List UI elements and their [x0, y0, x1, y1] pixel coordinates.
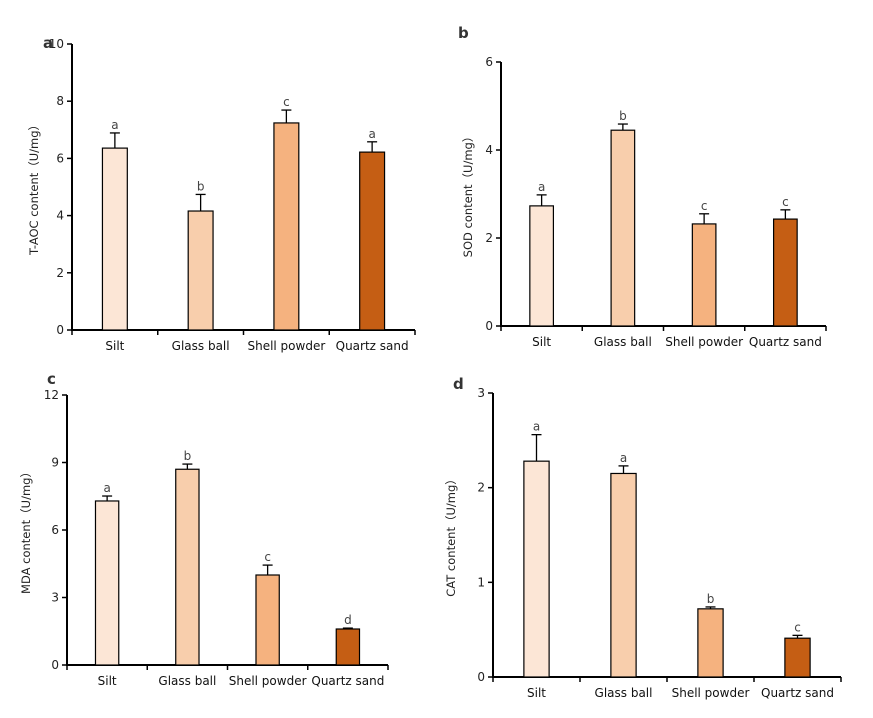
y-axis-title: SOD content（U/mg） [461, 131, 475, 258]
significance-label: a [368, 127, 375, 141]
y-tick-label: 0 [56, 323, 64, 337]
panel-d: 0 1 2 3 CAT content（U/mg） a Silt a Glass ball b Sh… [444, 375, 842, 700]
y-tick-label: 2 [485, 231, 493, 245]
bar-shell-powder [691, 223, 717, 327]
y-tick-label: 2 [477, 481, 485, 495]
x-tick-label: Silt [105, 339, 124, 353]
bar-shell-powder [273, 122, 300, 331]
y-tick-label: 4 [485, 143, 493, 157]
significance-label: d [344, 613, 352, 627]
y-tick-label: 6 [56, 151, 64, 165]
panel-a: 0 2 4 6 8 10 T-AOC content（U/mg） a Silt b Glass ba… [27, 34, 416, 353]
panel-label: b [458, 24, 469, 42]
significance-label: c [782, 195, 789, 209]
y-tick-label: 12 [44, 388, 59, 402]
significance-label: a [538, 180, 545, 194]
panel-label: a [43, 34, 53, 52]
significance-label: a [620, 451, 627, 465]
x-tick-label: Glass ball [594, 335, 652, 349]
significance-label: c [264, 550, 271, 564]
x-tick-label: Shell powder [247, 339, 325, 353]
x-tick-label: Glass ball [172, 339, 230, 353]
panel-b: 0 2 4 6 SOD content（U/mg） a Silt b Glass ball c Sh… [458, 24, 827, 349]
panel-label: d [453, 375, 464, 393]
bar-quartz-sand [335, 628, 361, 666]
y-tick-label: 8 [56, 94, 64, 108]
bar-glass-ball [175, 468, 200, 666]
bar-silt [523, 460, 550, 678]
significance-label: c [701, 199, 708, 213]
x-tick-label: Silt [527, 686, 546, 700]
bar-silt [101, 147, 128, 331]
bar-silt [529, 205, 555, 327]
x-tick-label: Shell powder [672, 686, 750, 700]
x-tick-label: Quartz sand [761, 686, 834, 700]
significance-label: b [184, 449, 192, 463]
y-tick-label: 0 [51, 658, 59, 672]
x-tick-label: Quartz sand [749, 335, 822, 349]
bar-glass-ball [187, 210, 214, 331]
y-tick-label: 3 [477, 386, 485, 400]
y-tick-label: 10 [49, 37, 64, 51]
x-tick-label: Glass ball [158, 674, 216, 688]
x-tick-label: Shell powder [665, 335, 743, 349]
bar-shell-powder [255, 574, 280, 666]
bar-quartz-sand [359, 151, 386, 331]
y-tick-label: 6 [485, 55, 493, 69]
x-tick-label: Silt [532, 335, 551, 349]
y-tick-label: 0 [477, 670, 485, 684]
significance-label: a [103, 481, 110, 495]
significance-label: b [707, 592, 715, 606]
y-tick-label: 0 [485, 319, 493, 333]
significance-label: a [111, 118, 118, 132]
y-tick-label: 2 [56, 266, 64, 280]
bar-glass-ball [610, 129, 636, 327]
x-tick-label: Silt [98, 674, 117, 688]
y-tick-label: 9 [51, 456, 59, 470]
x-tick-label: Shell powder [229, 674, 307, 688]
bar-glass-ball [610, 472, 637, 678]
x-tick-label: Quartz sand [311, 674, 384, 688]
significance-label: c [794, 620, 801, 634]
significance-label: b [619, 109, 627, 123]
x-tick-label: Quartz sand [336, 339, 409, 353]
bar-quartz-sand [784, 637, 811, 678]
panel-label: c [47, 370, 56, 388]
bar-silt [94, 500, 120, 666]
bar-shell-powder [697, 608, 724, 678]
y-tick-label: 1 [477, 575, 485, 589]
panel-c: 0 3 6 9 12 MDA content（U/mg） a Silt b Glass ball c… [19, 370, 389, 688]
y-tick-label: 6 [51, 523, 59, 537]
significance-label: a [533, 420, 540, 434]
y-axis-title: T-AOC content（U/mg） [27, 119, 41, 256]
significance-label: c [283, 95, 290, 109]
y-tick-label: 4 [56, 209, 64, 223]
y-axis-title: CAT content（U/mg） [444, 473, 458, 597]
bar-quartz-sand [772, 218, 798, 327]
y-tick-label: 3 [51, 591, 59, 605]
x-tick-label: Glass ball [595, 686, 653, 700]
significance-label: b [197, 179, 205, 193]
y-axis-title: MDA content（U/mg） [19, 466, 33, 594]
